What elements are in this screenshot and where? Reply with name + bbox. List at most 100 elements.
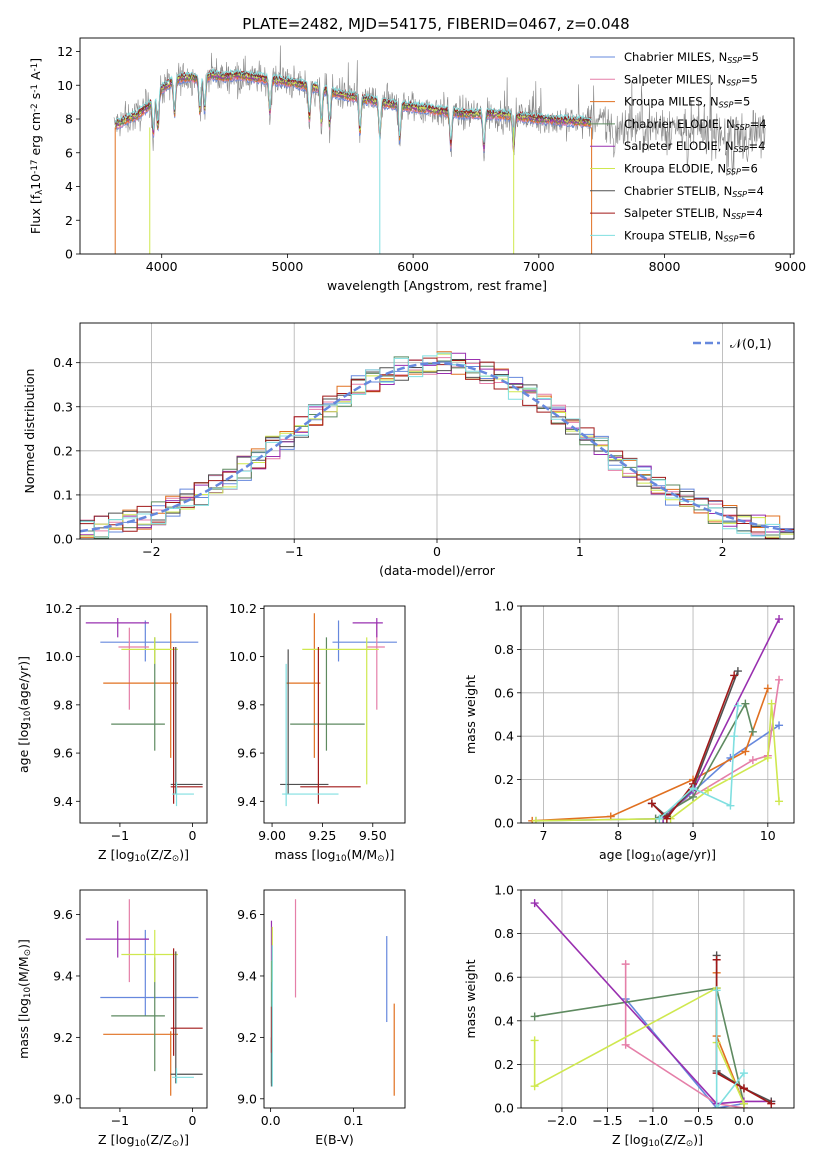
y-tick-label: 0.6 <box>494 970 514 985</box>
x-axis-label: mass [log10(M/M⊙)] <box>275 847 395 864</box>
x-tick-label: 5000 <box>272 259 304 274</box>
x-tick-label: 4000 <box>146 259 178 274</box>
series-marker <box>741 747 750 756</box>
point-kroupa-stelib <box>172 782 194 807</box>
series-marker <box>775 615 784 624</box>
point-kroupa-miles <box>286 613 321 758</box>
normal-distribution-curve <box>80 361 794 533</box>
massweight-vs-z-panel: −2.0 −1.5 −1.0 −0.5 0.0 0.0 0.2 0.4 0.6 0.8 1.0 Z [… <box>463 883 795 1149</box>
series-marker <box>712 955 721 964</box>
x-tick-label: 2 <box>719 544 727 559</box>
model-spectrum-kroupa-stelib <box>114 68 592 147</box>
x-tick-label: 9000 <box>774 259 806 274</box>
series-marker <box>621 1040 630 1049</box>
age-vs-mass-panel: 9.00 9.25 9.50 9.4 9.6 9.8 10.0 10.2 mass [log10… <box>229 601 406 864</box>
point-kroupa-elodie <box>121 637 178 664</box>
massweight-vs-age-panel-plot-area <box>521 606 794 823</box>
series-marker <box>730 732 739 741</box>
x-tick-label: 0.1 <box>344 1113 364 1128</box>
x-axis-label: Z [log10(Z/Z⊙)] <box>612 1132 703 1149</box>
series-line <box>534 902 772 1105</box>
axes-frame <box>263 889 406 1109</box>
massweight-vs-age-panel: 7 8 9 10 0.0 0.2 0.4 0.6 0.8 1.0 age [log10(age/yr… <box>463 599 795 864</box>
x-tick-label: 6000 <box>397 259 429 274</box>
x-axis-label: wavelength [Angstrom, rest frame] <box>327 278 547 293</box>
x-axis-label: age [log10(age/yr)] <box>599 847 716 864</box>
y-tick-label: 0.4 <box>494 729 514 744</box>
series-marker <box>531 816 540 823</box>
y-tick-label: 2 <box>65 213 73 228</box>
series-marker <box>712 986 721 995</box>
x-tick-label: −1 <box>285 544 303 559</box>
axes-frame <box>263 605 406 824</box>
legend-label-salpeter-miles: Salpeter MILES, NSSP=5 <box>624 72 758 87</box>
x-tick-label: 8 <box>614 828 622 843</box>
x-tick-label: 10 <box>760 828 776 843</box>
mass-vs-ebv-panel-plot-area <box>270 899 395 1096</box>
y-tick-label: 10.0 <box>45 649 73 664</box>
x-tick-label: 9 <box>689 828 697 843</box>
y-axis-label: Flux [fλ10-17 erg cm-2 s-1 A-1] <box>28 58 45 234</box>
series-marker <box>775 721 784 730</box>
series-marker <box>733 701 742 710</box>
series-line <box>624 964 745 1108</box>
legend-label-kroupa-stelib: Kroupa STELIB, NSSP=6 <box>624 228 755 243</box>
legend-label-chabrier-miles: Chabrier MILES, NSSP=5 <box>624 50 759 65</box>
y-tick-label: 9.2 <box>53 1030 73 1045</box>
series-marker <box>741 699 750 708</box>
point-chabrier-elodie <box>111 957 165 1072</box>
series-line <box>662 618 780 820</box>
age-vs-z-panel-plot-area <box>85 613 203 807</box>
x-tick-label: 0 <box>433 544 441 559</box>
series-marker <box>530 1036 539 1045</box>
x-tick-label: 0 <box>189 1113 197 1128</box>
age-vs-mass-panel-plot-area <box>280 613 397 807</box>
y-tick-label: 0.4 <box>494 1013 514 1028</box>
point-chabrier-stelib <box>280 649 329 795</box>
spectrum-panel-plot-area <box>113 45 766 254</box>
point-kroupa-miles <box>103 613 178 758</box>
residuals-panel-plot-area <box>80 323 794 539</box>
series-marker <box>647 799 656 808</box>
series-marker <box>763 684 772 693</box>
y-axis-label: mass [log10(M/M⊙)] <box>16 939 33 1059</box>
legend-label-salpeter-elodie: Salpeter ELODIE, NSSP=4 <box>624 139 765 154</box>
y-tick-label: 9.8 <box>237 697 257 712</box>
series-marker <box>775 675 784 684</box>
series-marker <box>739 1084 748 1093</box>
point-salpeter-elodie <box>85 920 149 958</box>
series-line <box>625 998 745 1108</box>
axes-frame <box>79 889 208 1109</box>
x-axis-label: E(B-V) <box>315 1132 354 1147</box>
series-marker <box>530 899 539 908</box>
y-tick-label: 9.0 <box>53 1091 73 1106</box>
x-axis-label: Z [log10(Z/Z⊙)] <box>98 847 189 864</box>
point-salpeter-miles <box>118 627 149 710</box>
x-tick-label: 9.00 <box>258 828 286 843</box>
legend-label-chabrier-stelib: Chabrier STELIB, NSSP=4 <box>624 184 764 199</box>
point-chabrier-miles <box>332 620 397 662</box>
y-tick-label: 9.4 <box>237 968 257 983</box>
y-tick-label: 10.0 <box>229 649 257 664</box>
series-marker <box>733 667 742 676</box>
y-tick-label: 9.6 <box>53 907 73 922</box>
y-tick-label: 9.6 <box>53 746 73 761</box>
y-tick-label: 1.0 <box>494 883 514 898</box>
mass-vs-z-panel: −1 0 9.0 9.2 9.4 9.6 Z [log10(Z/Z⊙)] mass [log1… <box>16 889 208 1149</box>
series-salpeter-miles <box>621 960 748 1108</box>
series-marker <box>662 814 671 823</box>
point-salpeter-elodie <box>85 618 149 638</box>
series-marker <box>726 801 735 810</box>
y-tick-label: 0.4 <box>53 355 73 370</box>
point-salpeter-miles <box>366 622 385 710</box>
residuals-panel: 𝒩(0,1) −2 −1 0 1 2 0.0 0.1 0.2 0.3 0.4 (data-model)… <box>22 322 795 578</box>
y-tick-label: 12 <box>57 44 73 59</box>
series-salpeter-stelib <box>647 671 739 823</box>
y-tick-label: 0.3 <box>53 399 73 414</box>
residual-histogram-kroupa-stelib <box>80 352 794 539</box>
y-tick-label: 9.4 <box>53 968 73 983</box>
series-salpeter-elodie <box>659 615 784 823</box>
point-kroupa-stelib <box>282 663 339 807</box>
point-chabrier-miles <box>100 620 199 662</box>
y-tick-label: 8 <box>65 112 73 127</box>
